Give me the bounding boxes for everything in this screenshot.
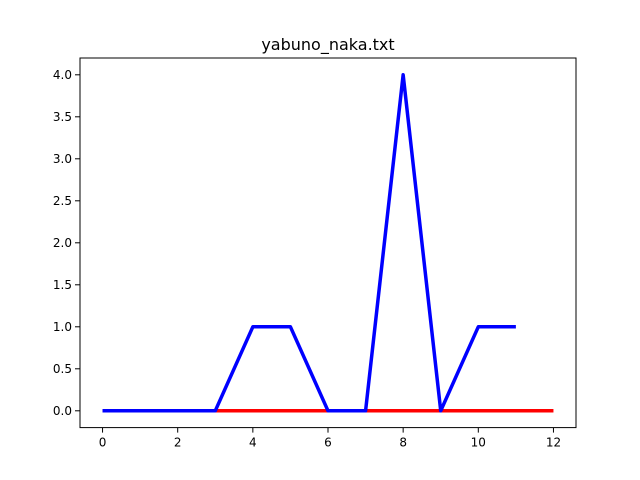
y-tick-label: 1.5 bbox=[53, 278, 72, 292]
x-tick-label: 4 bbox=[249, 436, 257, 450]
y-tick-label: 0.5 bbox=[53, 362, 72, 376]
y-axis: 0.0 0.5 1.0 1.5 2.0 2.5 3.0 3.5 4.0 bbox=[53, 68, 80, 418]
y-tick-label: 3.5 bbox=[53, 110, 72, 124]
series-layer bbox=[102, 73, 554, 413]
x-tick-label: 8 bbox=[399, 436, 407, 450]
x-tick-label: 10 bbox=[471, 436, 486, 450]
x-tick-label: 6 bbox=[324, 436, 332, 450]
series-line-2 bbox=[102, 73, 516, 413]
y-tick-label: 1.0 bbox=[53, 320, 72, 334]
y-tick-label: 2.5 bbox=[53, 194, 72, 208]
x-tick-label: 2 bbox=[174, 436, 182, 450]
y-tick-label: 0.0 bbox=[53, 404, 72, 418]
x-axis: 0 2 4 6 8 10 12 bbox=[99, 427, 561, 450]
chart-title: yabuno_naka.txt bbox=[261, 35, 394, 55]
y-tick-label: 3.0 bbox=[53, 152, 72, 166]
plot-frame bbox=[79, 57, 577, 429]
x-tick-label: 0 bbox=[99, 436, 107, 450]
y-tick-label: 4.0 bbox=[53, 68, 72, 82]
x-tick-label: 12 bbox=[546, 436, 561, 450]
y-tick-label: 2.0 bbox=[53, 236, 72, 250]
